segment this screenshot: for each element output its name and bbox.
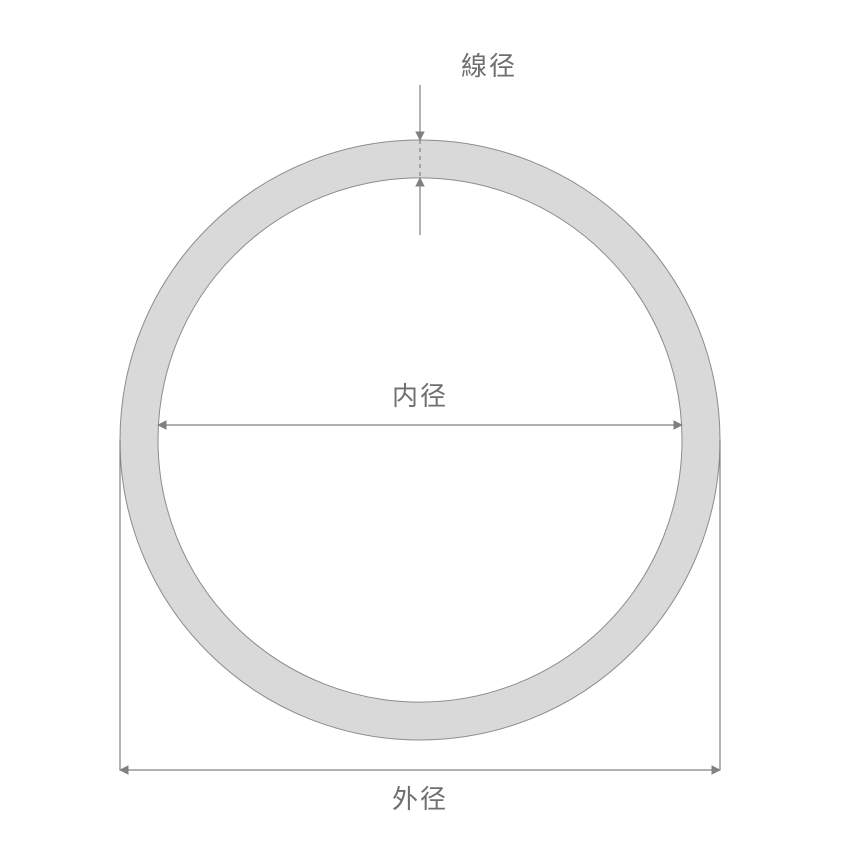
ring-dimension-diagram: 線径 内径 外径 <box>0 0 850 850</box>
wire-diameter-label: 線径 <box>461 51 517 81</box>
inner-diameter-label: 内径 <box>392 381 448 411</box>
outer-diameter-label: 外径 <box>392 784 448 814</box>
